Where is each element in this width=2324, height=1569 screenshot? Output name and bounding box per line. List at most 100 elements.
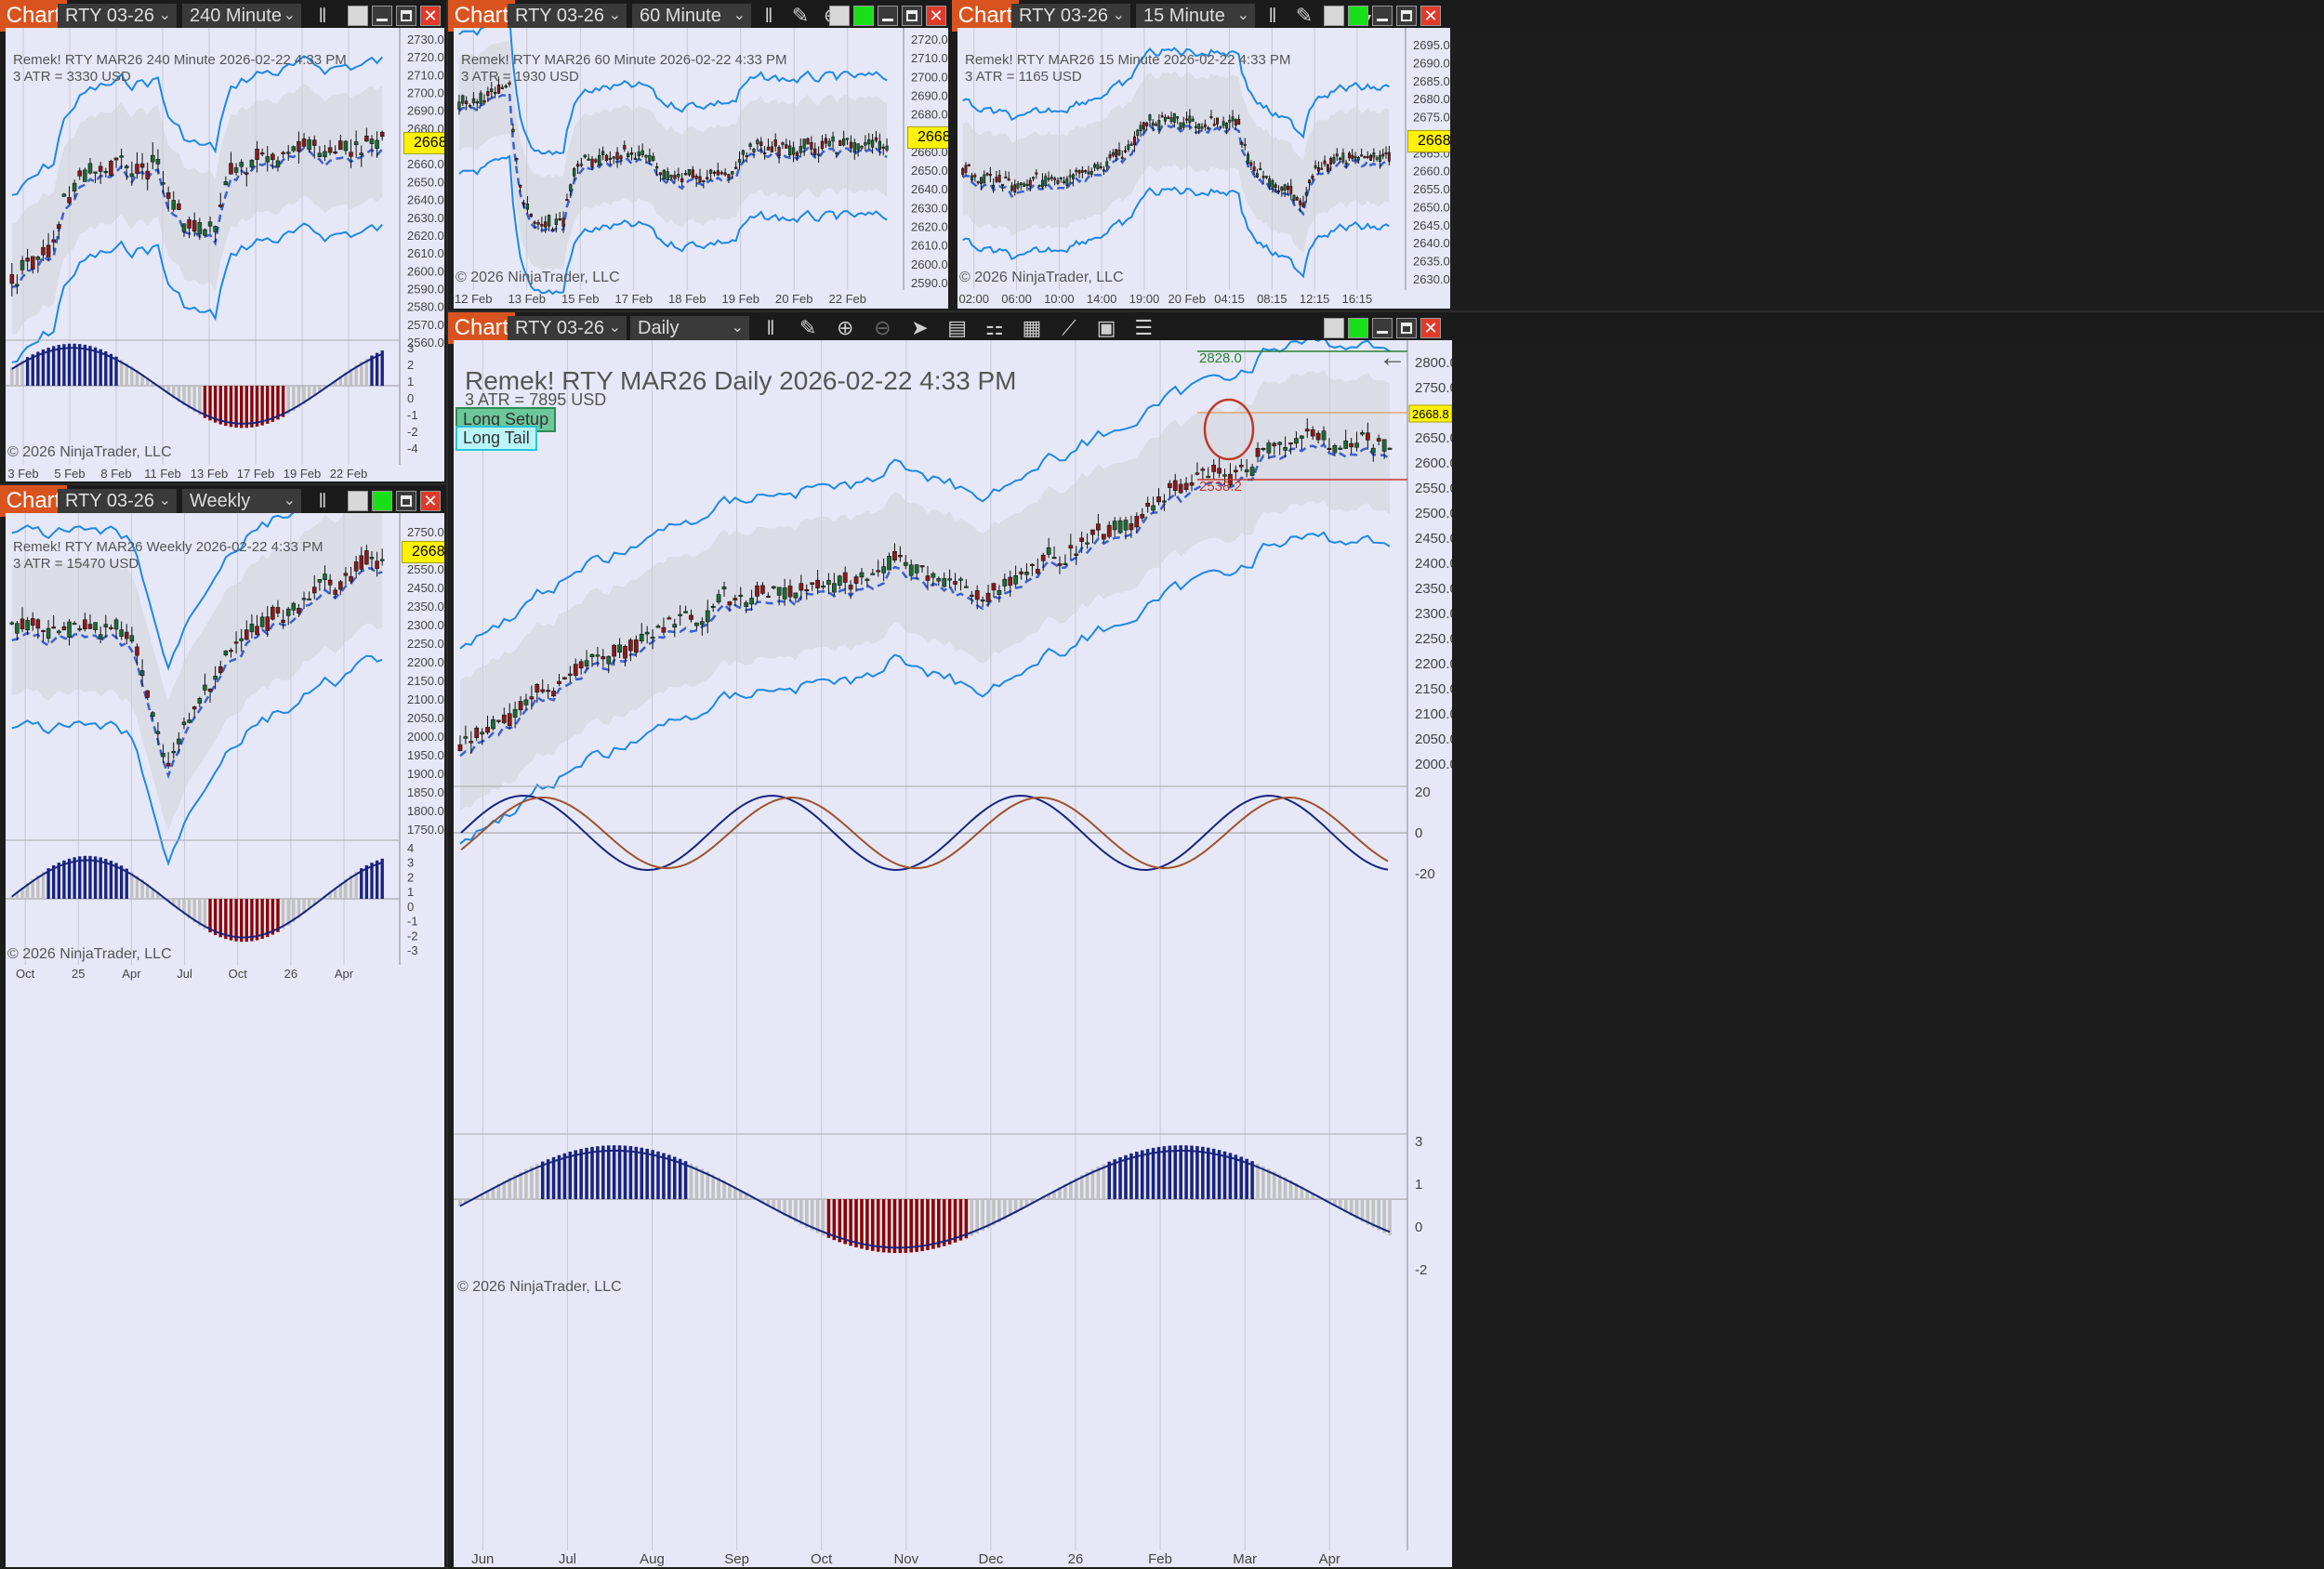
link-button[interactable] (1324, 318, 1344, 338)
link-color-button[interactable] (372, 491, 392, 511)
bar-type-icon[interactable]: 𝍪 (319, 4, 326, 27)
instrument-selector[interactable]: RTY 03-26 ⌄ (508, 316, 627, 340)
chart-canvas[interactable]: 2695.02690.02685.02680.02675.02670.02665… (957, 28, 1450, 309)
histogram-bar (198, 386, 202, 415)
link-color-button[interactable] (1348, 318, 1368, 338)
histogram-bar (36, 875, 40, 899)
bar-type-icon[interactable]: 𝍪 (767, 316, 774, 339)
histogram-bar (865, 1199, 869, 1250)
histogram-bar (255, 899, 259, 941)
candle (550, 229, 555, 231)
chart-panel[interactable]: 2720.02710.02700.02690.02680.02670.02660… (454, 28, 948, 309)
candle (255, 149, 259, 160)
interval-selector[interactable]: 60 Minute ⌄ (632, 4, 751, 28)
chart-tab[interactable]: Chart (448, 0, 515, 32)
pointer-icon[interactable]: ➤ (911, 316, 929, 339)
link-color-button[interactable] (1348, 6, 1368, 26)
maximize-button[interactable] (396, 491, 416, 511)
chart-panel[interactable]: 2800.02750.02700.02650.02600.02550.02500… (454, 340, 1452, 1567)
link-button[interactable] (348, 6, 368, 26)
histogram-bar (229, 899, 233, 941)
histogram-bar (832, 1199, 837, 1241)
chart-window-weekly: Chart RTY 03-26⌄ Weekly⌄ 𝍪▼ ✕ 2750.02650… (0, 485, 446, 1569)
candle (1040, 179, 1044, 188)
instrument-selector[interactable]: RTY 03-26 ⌄ (58, 489, 177, 513)
candle (207, 688, 213, 692)
chart-tab[interactable]: Chart (448, 312, 515, 344)
candle (673, 175, 677, 179)
time-axis-label: 04:15 (1214, 292, 1245, 306)
candle (655, 626, 661, 628)
osc-axis-label: -2 (407, 425, 418, 439)
chart-panel[interactable]: 2730.02720.02710.02700.02690.02680.02670… (6, 28, 444, 481)
maximize-button[interactable] (1396, 6, 1417, 26)
histogram-bar (125, 868, 128, 899)
minimize-button[interactable] (1372, 6, 1393, 26)
bar-type-icon[interactable]: 𝍪 (765, 4, 772, 27)
close-button[interactable]: ✕ (1420, 318, 1441, 338)
histogram-bar (826, 1199, 831, 1238)
candle (1304, 429, 1310, 432)
upper-band (459, 340, 1391, 650)
candle (1075, 169, 1078, 173)
instrument-selector[interactable]: RTY 03-26 ⌄ (508, 4, 627, 28)
chart-canvas[interactable]: 2750.02650.02550.02450.02350.02300.02250… (6, 513, 444, 1567)
osc-axis-label: 2 (407, 358, 414, 372)
close-button[interactable]: ✕ (420, 6, 441, 26)
chart-tab[interactable]: Chart (0, 0, 67, 32)
maximize-button[interactable] (902, 6, 922, 26)
time-axis-label: Nov (893, 1551, 918, 1567)
interval-selector[interactable]: 15 Minute ⌄ (1136, 4, 1255, 28)
candle (903, 561, 908, 566)
zoom-out-icon[interactable]: ⊖ (874, 316, 891, 339)
instrument-selector[interactable]: RTY 03-26 ⌄ (58, 4, 177, 28)
draw-pencil-icon[interactable]: ✎ (1295, 4, 1314, 27)
draw-pencil-icon[interactable]: ✎ (791, 4, 810, 27)
interval-selector[interactable]: Weekly ⌄ (182, 489, 301, 513)
bar-type-icon[interactable]: 𝍪 (319, 489, 326, 512)
bar-type-icon[interactable]: 𝍪 (1269, 4, 1276, 27)
interval-selector[interactable]: 240 Minute ⌄ (182, 4, 301, 28)
instrument-selector[interactable]: RTY 03-26 ⌄ (1011, 4, 1130, 28)
histogram-bar (1184, 1145, 1188, 1200)
candle (770, 146, 773, 152)
candle (842, 572, 848, 583)
histogram-bar (1250, 1161, 1254, 1200)
candle (788, 145, 792, 156)
link-button[interactable] (829, 6, 850, 26)
templates-icon[interactable]: ▣ (1096, 316, 1116, 339)
candle (979, 177, 983, 184)
chart-tab[interactable]: Chart (0, 485, 67, 517)
maximize-button[interactable] (396, 6, 416, 26)
indicators-icon[interactable]: ▦ (1022, 316, 1042, 339)
minimize-button[interactable] (372, 6, 392, 26)
strategies-icon[interactable]: ⟋ (1062, 316, 1076, 339)
maximize-button[interactable] (1396, 318, 1417, 338)
histogram-bar (292, 899, 296, 922)
chart-canvas[interactable]: 2720.02710.02700.02690.02680.02670.02660… (454, 28, 948, 309)
data-box-icon[interactable]: ▤ (947, 316, 968, 339)
candle (628, 639, 633, 652)
list-icon[interactable]: ☰ (1134, 316, 1154, 339)
minimize-button[interactable] (878, 6, 898, 26)
chart-panel[interactable]: 2695.02690.02685.02680.02675.02670.02665… (957, 28, 1450, 309)
minimize-button[interactable] (1372, 318, 1393, 338)
close-button[interactable]: ✕ (926, 6, 946, 26)
chart-tab[interactable]: Chart (952, 0, 1019, 32)
properties-icon[interactable]: ⚏ (984, 316, 1004, 339)
close-button[interactable]: ✕ (420, 491, 441, 511)
link-color-button[interactable] (853, 6, 874, 26)
draw-pencil-icon[interactable]: ✎ (799, 316, 817, 339)
close-button[interactable]: ✕ (1420, 6, 1441, 26)
interval-selector[interactable]: Daily ⌄ (630, 316, 749, 340)
chart-canvas[interactable]: 2730.02720.02710.02700.02690.02680.02670… (6, 28, 444, 481)
chart-canvas[interactable]: 2800.02750.02700.02650.02600.02550.02500… (454, 340, 1452, 1567)
link-button[interactable] (1324, 6, 1344, 26)
price-axis-label: 2635.0 (1413, 255, 1450, 269)
candle (1004, 176, 1008, 179)
zoom-in-icon[interactable]: ⊕ (837, 316, 854, 339)
link-button[interactable] (348, 491, 368, 511)
chart-panel[interactable]: 2750.02650.02550.02450.02350.02300.02250… (6, 513, 444, 1567)
candle (1019, 571, 1023, 574)
candle (139, 670, 145, 677)
